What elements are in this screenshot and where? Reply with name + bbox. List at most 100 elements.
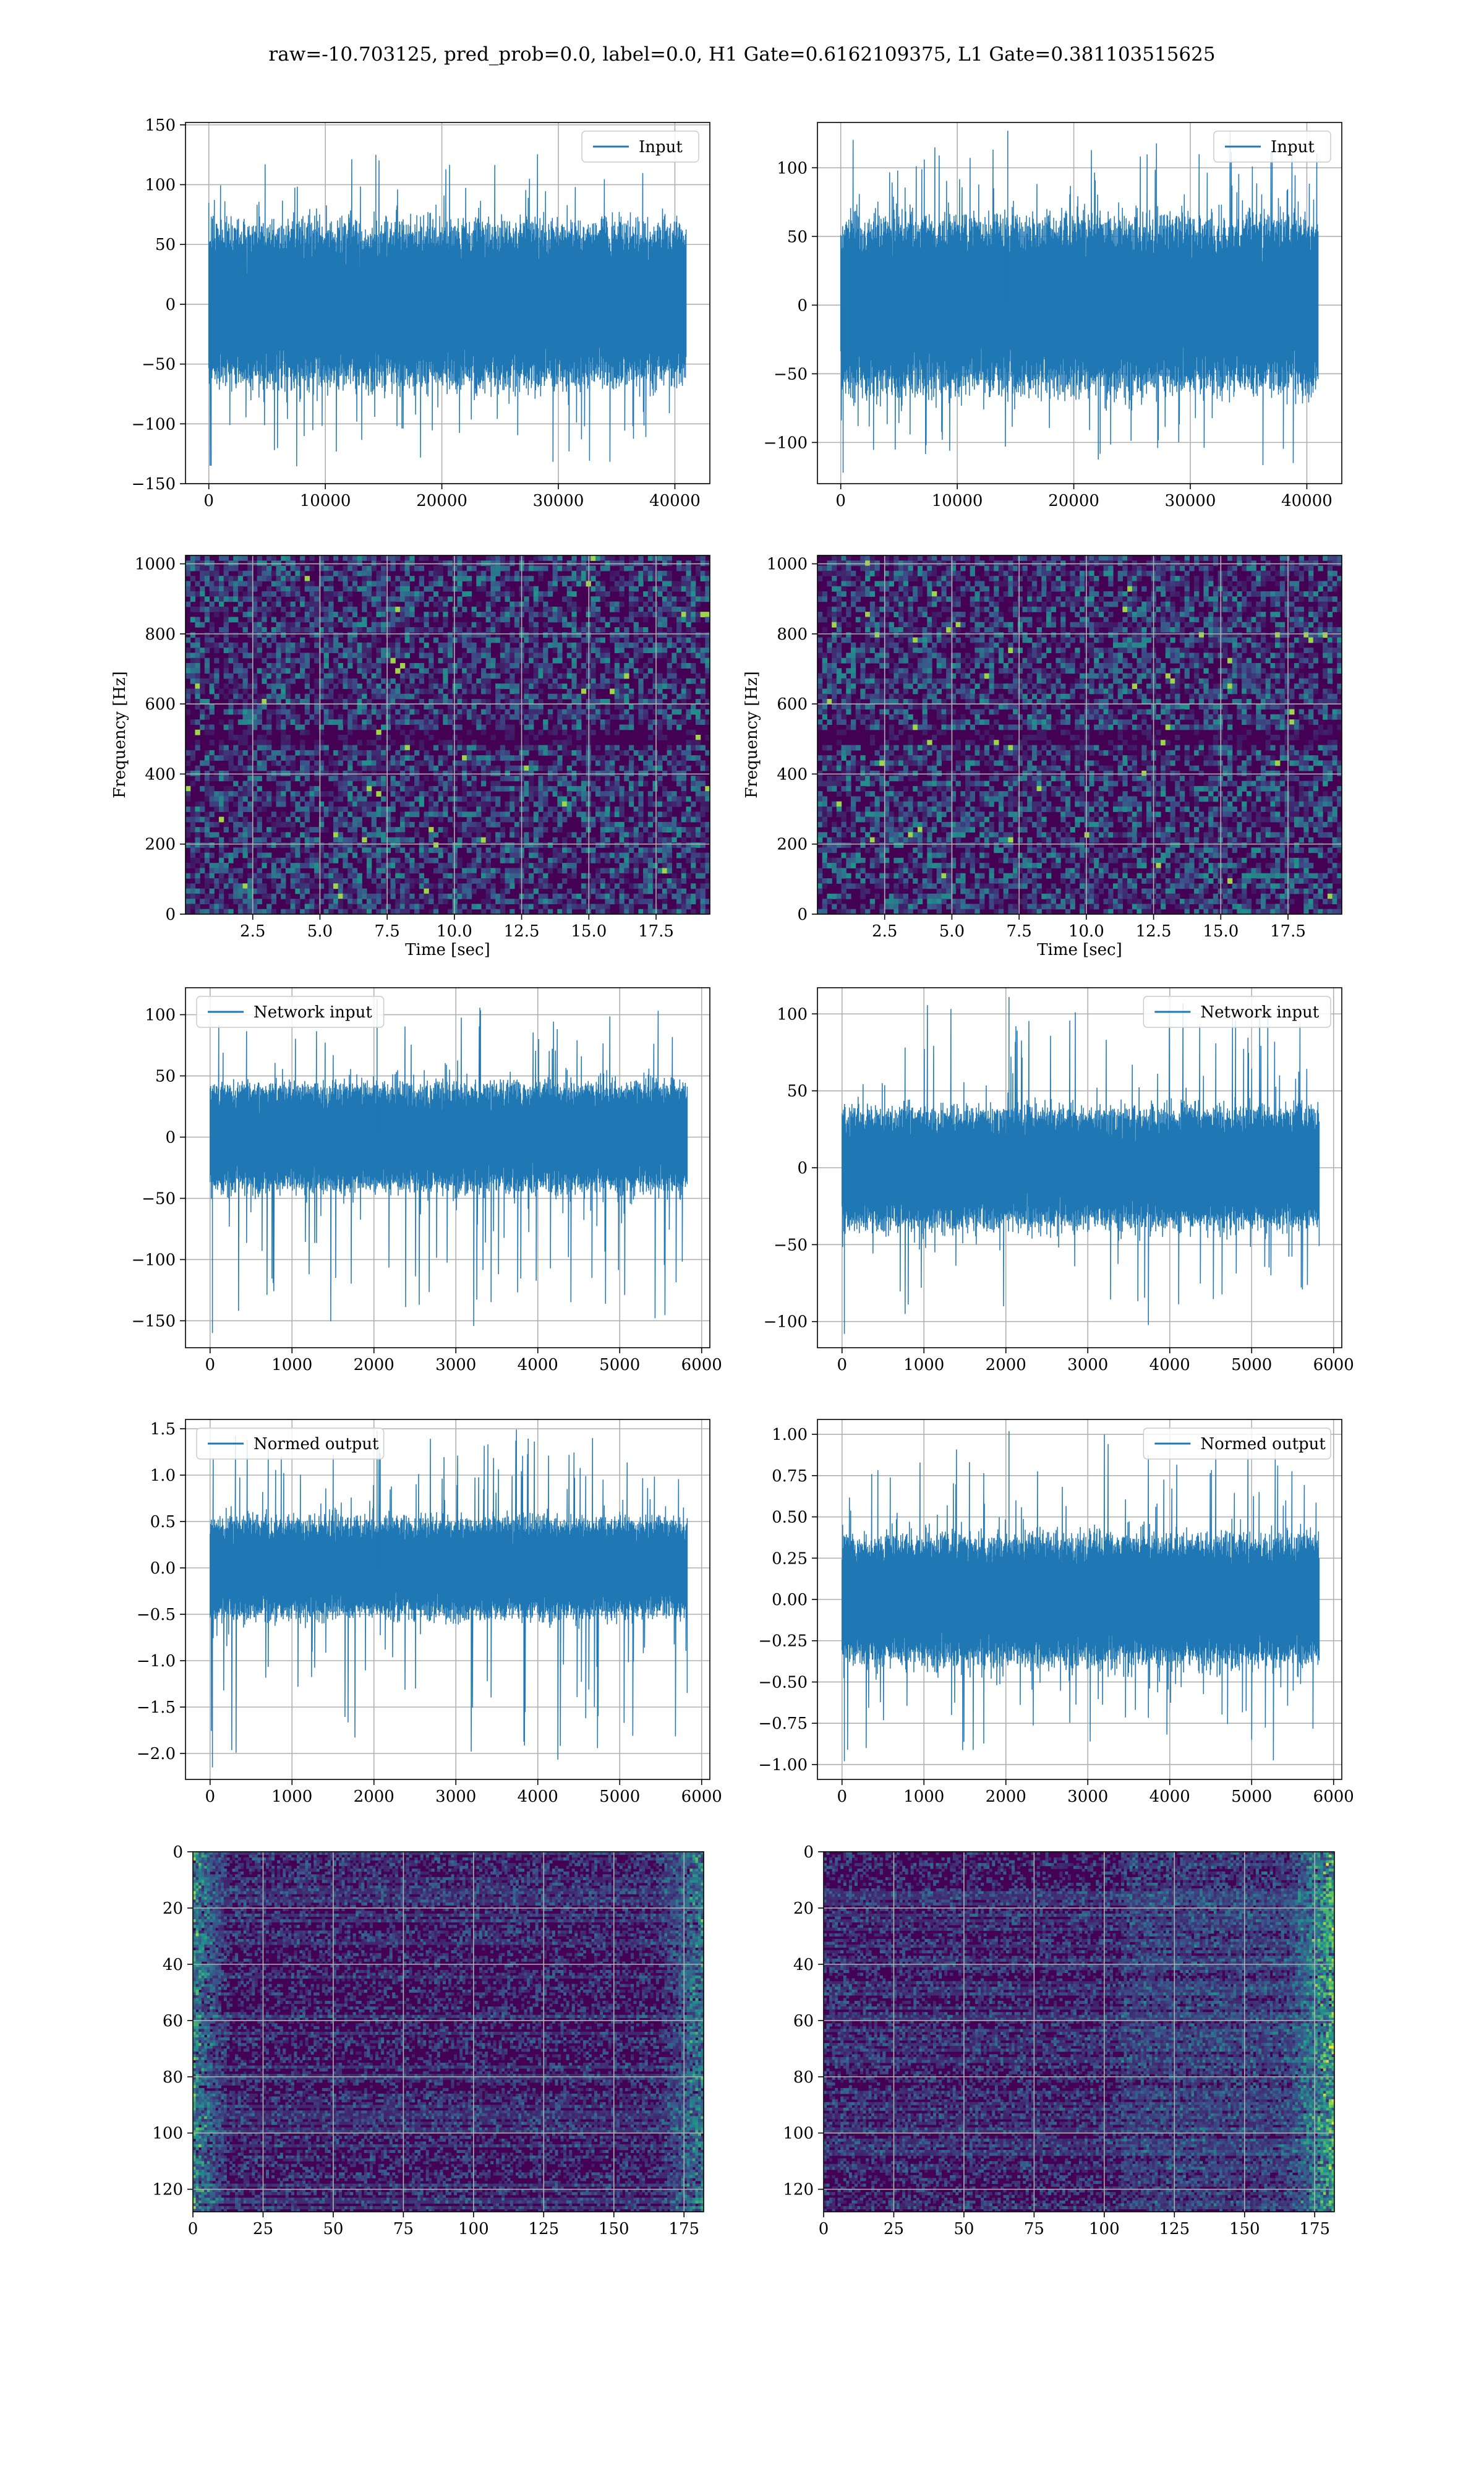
- x-tick-label: 125: [1159, 2220, 1190, 2238]
- y-tick-label: 60: [793, 2012, 814, 2031]
- l1-input-frame: [817, 122, 1342, 484]
- x-tick-label: 150: [599, 2220, 629, 2238]
- h1-network-input-axes: 0 1000 2000 3000 4000 5000 6000 −150 −100 −50 0 50 1…: [132, 987, 722, 1374]
- x-tick-label: 0: [205, 1356, 215, 1374]
- y-tick-label: 20: [163, 1899, 183, 1918]
- l1-input-series-line: [840, 132, 1319, 466]
- x-tick-label: 1000: [903, 1787, 944, 1806]
- x-tick-label: 5.0: [939, 922, 965, 941]
- y-tick-label: 0.50: [772, 1509, 808, 1527]
- legend: Network input: [1143, 996, 1331, 1028]
- legend-label: Network input: [1200, 1003, 1319, 1022]
- y-tick-label: −100: [764, 1313, 808, 1332]
- h1-normed-output-axes: 0 1000 2000 3000 4000 5000 6000 −2.0 −1.5 −1.0 −0.…: [137, 1419, 722, 1806]
- y-tick-label: 400: [777, 765, 808, 784]
- legend-label: Input: [1271, 138, 1315, 156]
- y-tick-label: 100: [783, 2125, 814, 2143]
- l1-features-axes: 0 25 50 75 100 125 150 175 0 20 40 60 80 100 120: [783, 1843, 1335, 2238]
- legend-box: [581, 131, 699, 163]
- x-tick-label: 0: [835, 492, 846, 510]
- y-tick-label: 800: [145, 625, 176, 644]
- x-tick-label: 10000: [932, 492, 983, 510]
- x-tick-label: 1000: [271, 1356, 312, 1374]
- y-tick-label: −50: [142, 356, 176, 374]
- x-tick-label: 17.5: [638, 922, 674, 941]
- y-tick-label: 0: [165, 1129, 176, 1147]
- h1-input-series-line: [208, 154, 687, 466]
- y-tick-label: −100: [132, 1251, 176, 1269]
- legend: Normed output: [1143, 1427, 1331, 1460]
- y-tick-label: 0: [797, 296, 808, 315]
- x-tick-label: 4000: [518, 1356, 558, 1374]
- y-axis-label: Frequency [Hz]: [111, 671, 129, 798]
- x-axis-label: Time [sec]: [1037, 941, 1122, 959]
- h1-spectrogram-heatmap: [186, 555, 710, 914]
- y-tick-label: 0.25: [772, 1549, 808, 1568]
- l1-input-axes: 0 10000 20000 30000 40000 −100 −50 0 50 100 Input: [764, 122, 1342, 510]
- y-tick-label: 100: [777, 159, 808, 178]
- y-tick-label: −0.5: [137, 1606, 176, 1624]
- legend: Input: [581, 131, 699, 163]
- x-tick-label: 12.5: [1136, 922, 1172, 941]
- y-tick-label: −50: [774, 365, 808, 383]
- x-tick-label: 5000: [599, 1356, 640, 1374]
- y-tick-label: 600: [777, 695, 808, 714]
- x-tick-label: 7.5: [374, 922, 399, 941]
- x-tick-label: 10000: [300, 492, 351, 510]
- legend-label: Input: [639, 138, 683, 156]
- x-tick-label: 125: [528, 2220, 559, 2238]
- x-tick-label: 5000: [599, 1787, 640, 1806]
- x-tick-label: 4000: [1149, 1356, 1190, 1374]
- x-tick-label: 4000: [518, 1787, 558, 1806]
- h1-features-frame: [192, 1851, 704, 2212]
- l1-spectrogram-axes: 2.5 5.0 7.5 10.0 12.5 15.0 17.5 0 200 400 600 800 10…: [743, 555, 1342, 959]
- x-tick-label: 15.0: [571, 922, 607, 941]
- y-tick-label: 200: [145, 836, 176, 854]
- y-tick-label: 1.5: [150, 1420, 176, 1439]
- y-tick-label: 0.75: [772, 1467, 808, 1486]
- x-tick-label: 25: [253, 2220, 273, 2238]
- x-tick-label: 10.0: [437, 922, 472, 941]
- x-tick-label: 30000: [1165, 492, 1216, 510]
- h1-network-input-frame: [185, 987, 710, 1348]
- y-tick-label: 1.0: [150, 1466, 176, 1485]
- x-tick-label: 6000: [681, 1356, 722, 1374]
- h1-network-input-series-line: [210, 1008, 688, 1326]
- legend-label: Normed output: [254, 1435, 379, 1453]
- x-tick-label: 6000: [1313, 1356, 1354, 1374]
- x-tick-label: 17.5: [1270, 922, 1306, 941]
- y-tick-label: 100: [152, 2125, 183, 2143]
- x-tick-label: 2000: [986, 1787, 1026, 1806]
- y-tick-label: 120: [783, 2181, 814, 2199]
- y-tick-label: 120: [152, 2181, 183, 2199]
- x-tick-label: 50: [953, 2220, 974, 2238]
- y-tick-label: 50: [787, 1082, 808, 1101]
- x-tick-label: 2000: [354, 1356, 394, 1374]
- legend-box: [1213, 131, 1331, 163]
- x-tick-label: 0: [203, 492, 214, 510]
- x-tick-label: 4000: [1149, 1787, 1190, 1806]
- x-tick-label: 2.5: [872, 922, 897, 941]
- legend: Normed output: [196, 1427, 385, 1460]
- y-tick-label: −1.0: [137, 1652, 176, 1671]
- x-tick-label: 1000: [271, 1787, 312, 1806]
- h1-features-axes: 0 25 50 75 100 125 150 175 0 20 40 60 80 100 120: [152, 1843, 704, 2238]
- l1-network-input-axes: 0 1000 2000 3000 4000 5000 6000 −100 −50 0 50 100 Ne…: [764, 987, 1354, 1374]
- y-tick-label: 0: [797, 905, 808, 924]
- y-tick-label: 200: [777, 836, 808, 854]
- h1-features-heatmap: [193, 1852, 704, 2212]
- l1-spectrogram-frame: [817, 555, 1342, 915]
- y-tick-label: 0.0: [150, 1559, 176, 1578]
- y-tick-label: 400: [145, 765, 176, 784]
- x-tick-label: 75: [393, 2220, 414, 2238]
- y-tick-label: 40: [163, 1956, 183, 1974]
- legend-box: [196, 996, 385, 1028]
- x-tick-label: 175: [1299, 2220, 1330, 2238]
- x-tick-label: 100: [1089, 2220, 1120, 2238]
- y-tick-label: 0.5: [150, 1513, 176, 1531]
- y-tick-label: −0.25: [758, 1632, 808, 1651]
- x-tick-label: 0: [837, 1356, 847, 1374]
- y-tick-label: −0.75: [758, 1714, 808, 1733]
- x-tick-label: 0: [205, 1787, 215, 1806]
